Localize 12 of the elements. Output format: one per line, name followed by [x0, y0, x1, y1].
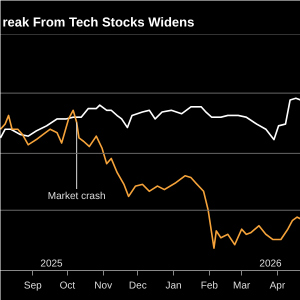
x-tick-label: Oct	[60, 280, 76, 292]
annotation: 2026	[259, 258, 282, 270]
x-tick-label: Nov	[94, 280, 112, 292]
annotation: 2025	[40, 258, 64, 270]
x-tick-label: Sep	[24, 280, 42, 292]
annotation: Market crash	[48, 191, 106, 202]
x-tick-label: Dec	[128, 280, 147, 292]
chart-title: reak From Tech Stocks Widens	[2, 14, 194, 30]
x-tick-label: Feb	[200, 280, 218, 292]
x-tick-label: Apr	[270, 280, 286, 292]
x-tick-label: Mar	[233, 280, 251, 292]
x-tick-label: Jan	[166, 280, 182, 292]
